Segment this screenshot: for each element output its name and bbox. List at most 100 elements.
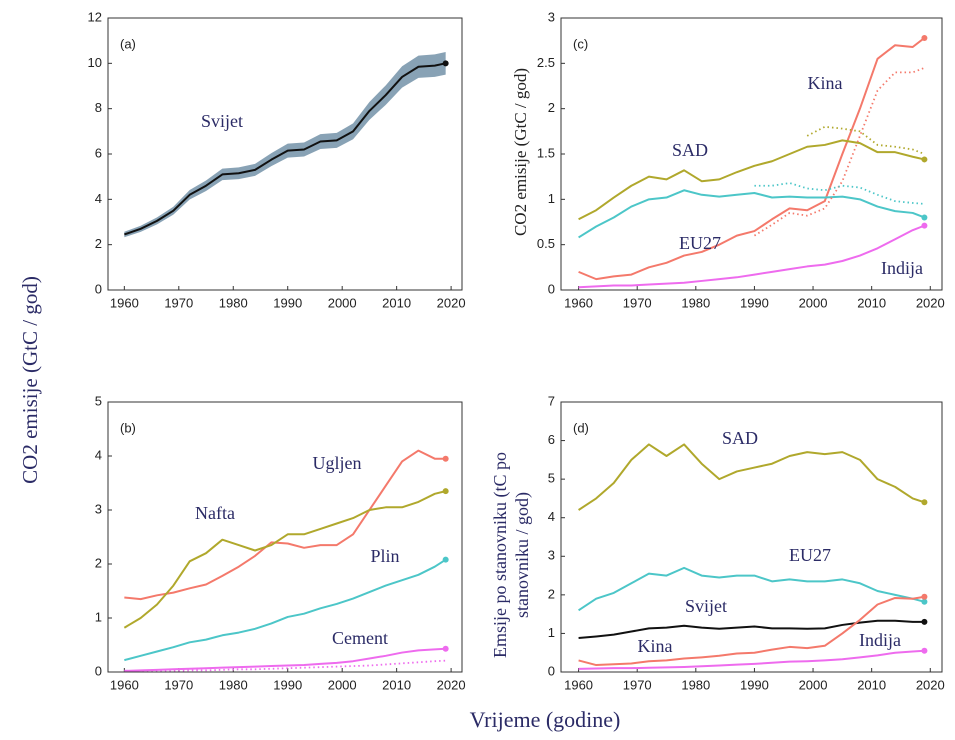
x-tick-label: 1970 <box>623 295 652 310</box>
x-tick-label: 2020 <box>916 295 945 310</box>
y-tick-label: 7 <box>548 393 555 408</box>
end-marker <box>921 156 928 163</box>
series-line <box>124 659 446 673</box>
y-axis-label: Emsije po stanovniku (tC po <box>490 452 511 658</box>
y-axis-label: CO2 emisije (GtC / god) <box>511 68 530 236</box>
y-tick-label: 4 <box>95 191 102 206</box>
x-tick-label: 1960 <box>564 295 593 310</box>
y-tick-label: 5 <box>548 471 555 486</box>
y-tick-label: 1 <box>548 625 555 640</box>
x-tick-label: 2010 <box>382 295 411 310</box>
series-line <box>578 566 925 612</box>
end-marker <box>442 455 449 462</box>
x-tick-label: 1990 <box>273 677 302 692</box>
plot-frame <box>560 17 943 291</box>
series-label: Kina <box>808 73 843 93</box>
series-line <box>124 449 446 601</box>
series-label: Indija <box>881 258 923 278</box>
series-label: SAD <box>722 428 758 448</box>
y-tick-label: 2 <box>95 236 102 251</box>
y-tick-label: 10 <box>88 55 102 70</box>
y-tick-label: 4 <box>95 447 102 462</box>
panel-label: (d) <box>573 420 589 435</box>
x-tick-label: 2000 <box>799 295 828 310</box>
x-tick-label: 2010 <box>382 677 411 692</box>
series-label: Nafta <box>195 503 235 523</box>
x-tick-label: 2000 <box>799 677 828 692</box>
y-tick-label: 12 <box>88 9 102 24</box>
x-tick-label: 1990 <box>273 295 302 310</box>
x-tick-label: 2010 <box>857 295 886 310</box>
y-tick-label: 2 <box>95 555 102 570</box>
end-marker <box>921 34 928 41</box>
end-marker <box>921 598 928 605</box>
y-tick-label: 6 <box>548 432 555 447</box>
end-marker <box>921 222 928 229</box>
plot-frame <box>107 401 463 673</box>
series-line <box>578 139 925 221</box>
y-tick-label: 6 <box>95 145 102 160</box>
series-label: Svijet <box>685 596 727 616</box>
plot-frame <box>560 401 943 673</box>
series-line <box>578 619 925 640</box>
end-marker <box>921 214 928 221</box>
panel-label: (a) <box>120 36 136 51</box>
y-tick-label: 2 <box>548 586 555 601</box>
x-tick-label: 1980 <box>219 295 248 310</box>
y-tick-label: 3 <box>548 548 555 563</box>
series-label: Indija <box>859 630 901 650</box>
plot-frame <box>107 17 463 291</box>
series-label: EU27 <box>789 545 831 565</box>
y-tick-label: 0 <box>95 281 102 296</box>
y-tick-label: 0 <box>548 663 555 678</box>
series-line <box>124 62 446 236</box>
y-axis-label: stanovniku / god) <box>512 492 533 618</box>
y-tick-label: 5 <box>95 393 102 408</box>
end-marker <box>442 645 449 652</box>
series-line <box>578 189 925 239</box>
y-tick-label: 0.5 <box>537 236 555 251</box>
x-tick-label: 1980 <box>219 677 248 692</box>
y-tick-label: 1 <box>95 609 102 624</box>
x-tick-label: 1970 <box>164 295 193 310</box>
y-tick-label: 1 <box>548 191 555 206</box>
end-marker <box>921 593 928 600</box>
series-line <box>753 67 925 237</box>
panel-label: (c) <box>573 36 588 51</box>
x-tick-label: 1960 <box>110 677 139 692</box>
series-label: Kina <box>638 636 673 656</box>
end-marker <box>442 556 449 563</box>
x-axis-label: Vrijeme (godine) <box>470 707 621 732</box>
series-line <box>578 443 925 511</box>
x-tick-label: 2020 <box>916 677 945 692</box>
y-tick-label: 3 <box>95 501 102 516</box>
series-line <box>578 224 925 289</box>
series-line <box>123 490 446 629</box>
series-label: Plin <box>370 546 399 566</box>
y-tick-label: 3 <box>548 9 555 24</box>
end-marker <box>921 499 928 506</box>
x-tick-label: 1960 <box>110 295 139 310</box>
x-tick-label: 1960 <box>564 677 593 692</box>
x-tick-label: 2000 <box>328 677 357 692</box>
series-line <box>578 37 926 281</box>
y-tick-label: 0 <box>548 281 555 296</box>
y-tick-label: 2.5 <box>537 55 555 70</box>
series-label: Cement <box>332 628 388 648</box>
series-line <box>754 182 925 205</box>
x-tick-label: 2020 <box>437 677 466 692</box>
y-tick-label: 2 <box>548 100 555 115</box>
series-line <box>124 558 447 662</box>
y-tick-label: 1.5 <box>537 145 555 160</box>
series-label: Svijet <box>201 111 243 131</box>
x-tick-label: 2020 <box>437 295 466 310</box>
series-line <box>124 647 446 672</box>
x-tick-label: 1970 <box>623 677 652 692</box>
y-tick-label: 4 <box>548 509 555 524</box>
y-axis-label: CO2 emisije (GtC / god) <box>18 276 42 484</box>
x-tick-label: 1990 <box>740 677 769 692</box>
end-marker <box>442 488 449 495</box>
series-line <box>578 649 925 670</box>
series-label: SAD <box>672 140 708 160</box>
